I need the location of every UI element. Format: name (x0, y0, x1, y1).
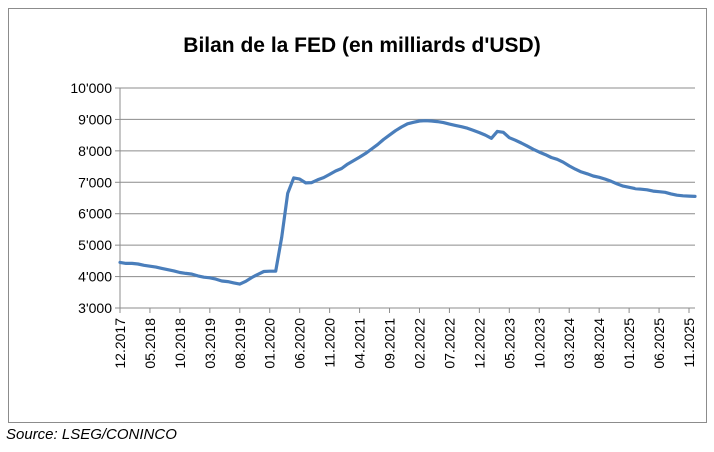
x-tick-label: 07.2022 (441, 318, 457, 369)
x-tick-label: 02.2022 (411, 318, 427, 369)
x-tick-label: 03.2019 (202, 318, 218, 369)
x-tick-label: 05.2023 (501, 318, 517, 369)
series-line (118, 119, 697, 286)
x-tick-label: 06.2020 (292, 318, 308, 369)
x-tick-label: 05.2018 (142, 318, 158, 369)
x-tick-label: 12.2017 (112, 318, 128, 369)
y-tick-label: 5'000 (78, 237, 112, 253)
x-tick-label: 10.2018 (172, 318, 188, 369)
source-note: Source: LSEG/CONINCO (6, 426, 177, 443)
x-tick-label: 08.2024 (591, 318, 607, 369)
x-tick-label: 11.2025 (681, 318, 697, 368)
chart-frame (8, 8, 707, 423)
y-tick-label: 6'000 (78, 206, 112, 222)
y-tick-label: 10'000 (70, 80, 112, 96)
x-axis: 12.2017 05.2018 10.2018 03.2019 08.2019 01.20… (112, 307, 697, 369)
x-tick-label: 08.2019 (232, 318, 248, 369)
y-tick-label: 8'000 (78, 143, 112, 159)
x-tick-label: 04.2021 (352, 318, 368, 369)
y-tick-label: 3'000 (78, 300, 112, 316)
y-tick-label: 4'000 (78, 269, 112, 285)
x-tick-label: 01.2020 (262, 318, 278, 369)
series-layer (118, 119, 697, 286)
x-tick-label: 09.2021 (382, 318, 398, 369)
y-tick-label: 7'000 (78, 174, 112, 190)
y-tick-label: 9'000 (78, 111, 112, 127)
x-tick-label: 01.2025 (621, 318, 637, 369)
grid-lines (120, 87, 695, 309)
x-tick-label: 03.2024 (561, 318, 577, 369)
y-axis: 3'000 4'000 5'000 6'000 7'000 8'000 9'000 10'00… (70, 80, 121, 316)
x-tick-label: 10.2023 (531, 318, 547, 369)
x-tick-label: 12.2022 (471, 318, 487, 369)
x-tick-label: 06.2025 (651, 318, 667, 369)
x-tick-label: 11.2020 (322, 318, 338, 368)
chart-title: Bilan de la FED (en milliards d'USD) (183, 34, 540, 57)
